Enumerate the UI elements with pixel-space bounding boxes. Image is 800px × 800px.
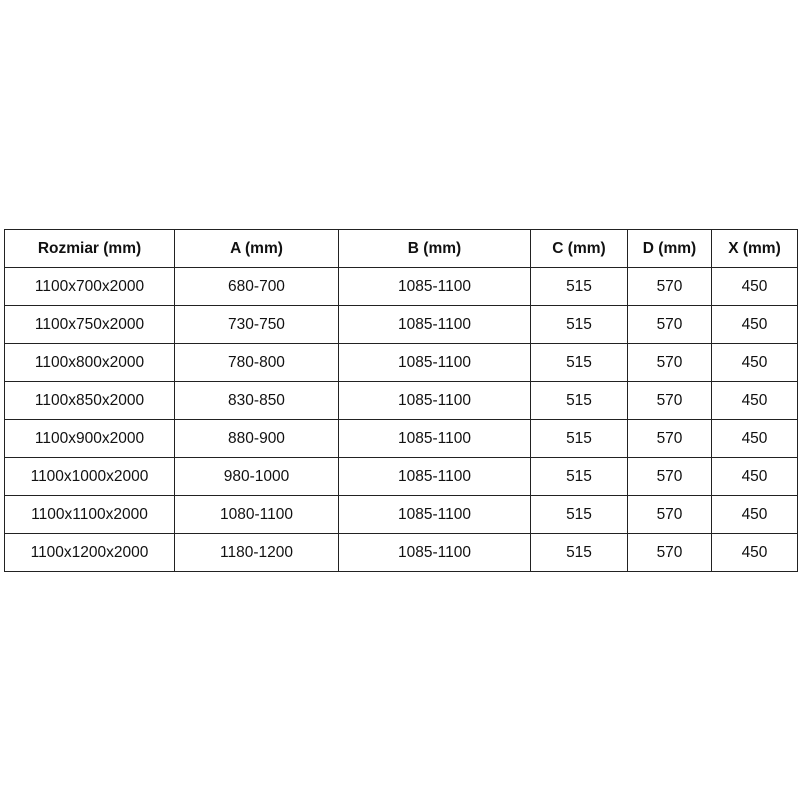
table-cell: 570 [627, 381, 712, 420]
table-row: 1100x800x2000 780-800 1085-1100 515 570 450 [4, 343, 798, 382]
table-cell: 780-800 [174, 343, 339, 382]
column-header: D (mm) [627, 229, 712, 268]
table-cell: 570 [627, 305, 712, 344]
table-cell: 450 [711, 533, 798, 572]
table-cell: 515 [530, 267, 628, 306]
table-cell: 1080-1100 [174, 495, 339, 534]
column-header: B (mm) [338, 229, 531, 268]
table-row: 1100x850x2000 830-850 1085-1100 515 570 450 [4, 381, 798, 420]
dimensions-table: Rozmiar (mm) A (mm) B (mm) C (mm) D (mm) X (m… [4, 229, 798, 572]
table-cell: 515 [530, 343, 628, 382]
table-cell: 1100x1200x2000 [4, 533, 175, 572]
table-cell: 730-750 [174, 305, 339, 344]
table-row: 1100x1100x2000 1080-1100 1085-1100 515 570 45… [4, 495, 798, 534]
table-cell: 1085-1100 [338, 267, 531, 306]
table-cell: 1085-1100 [338, 533, 531, 572]
column-header: C (mm) [530, 229, 628, 268]
header-row: Rozmiar (mm) A (mm) B (mm) C (mm) D (mm) X (m… [4, 229, 798, 268]
table-cell: 1100x700x2000 [4, 267, 175, 306]
table-row: 1100x1000x2000 980-1000 1085-1100 515 570 450 [4, 457, 798, 496]
table-cell: 1100x900x2000 [4, 419, 175, 458]
table-cell: 1100x800x2000 [4, 343, 175, 382]
table-cell: 450 [711, 381, 798, 420]
column-header: A (mm) [174, 229, 339, 268]
column-header: X (mm) [711, 229, 798, 268]
table-cell: 515 [530, 457, 628, 496]
table-cell: 570 [627, 495, 712, 534]
table-cell: 450 [711, 495, 798, 534]
table-cell: 570 [627, 267, 712, 306]
table-cell: 1085-1100 [338, 419, 531, 458]
table-cell: 1100x1000x2000 [4, 457, 175, 496]
table-cell: 1100x1100x2000 [4, 495, 175, 534]
table-cell: 1085-1100 [338, 343, 531, 382]
table-cell: 450 [711, 457, 798, 496]
table-cell: 450 [711, 305, 798, 344]
table-cell: 515 [530, 495, 628, 534]
table-cell: 1085-1100 [338, 495, 531, 534]
table-cell: 1085-1100 [338, 457, 531, 496]
column-header: Rozmiar (mm) [4, 229, 175, 268]
table-cell: 830-850 [174, 381, 339, 420]
table-cell: 1085-1100 [338, 305, 531, 344]
table-cell: 570 [627, 343, 712, 382]
table-cell: 570 [627, 457, 712, 496]
table-cell: 515 [530, 381, 628, 420]
table-cell: 450 [711, 419, 798, 458]
table-cell: 515 [530, 533, 628, 572]
table-cell: 1100x850x2000 [4, 381, 175, 420]
table-cell: 515 [530, 419, 628, 458]
table-row: 1100x750x2000 730-750 1085-1100 515 570 450 [4, 305, 798, 344]
table-row: 1100x900x2000 880-900 1085-1100 515 570 450 [4, 419, 798, 458]
table-cell: 880-900 [174, 419, 339, 458]
table-cell: 680-700 [174, 267, 339, 306]
table-cell: 450 [711, 267, 798, 306]
table-cell: 1100x750x2000 [4, 305, 175, 344]
table-cell: 570 [627, 533, 712, 572]
table-row: 1100x1200x2000 1180-1200 1085-1100 515 570 45… [4, 533, 798, 572]
table-cell: 570 [627, 419, 712, 458]
table-cell: 1180-1200 [174, 533, 339, 572]
table-row: 1100x700x2000 680-700 1085-1100 515 570 450 [4, 267, 798, 306]
table-cell: 515 [530, 305, 628, 344]
table-cell: 980-1000 [174, 457, 339, 496]
table-cell: 450 [711, 343, 798, 382]
table-cell: 1085-1100 [338, 381, 531, 420]
